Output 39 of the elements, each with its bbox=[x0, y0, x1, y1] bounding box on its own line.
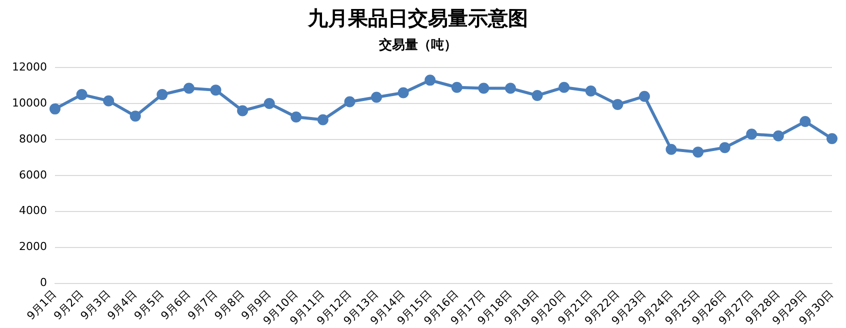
point bbox=[398, 87, 409, 98]
point bbox=[264, 98, 275, 110]
point bbox=[451, 82, 462, 93]
point bbox=[237, 105, 248, 116]
point bbox=[478, 82, 490, 94]
point bbox=[344, 96, 356, 108]
y-tick-label: 6000 bbox=[18, 168, 47, 182]
y-tick-label: 8000 bbox=[18, 132, 47, 146]
point bbox=[290, 112, 302, 123]
point bbox=[772, 130, 784, 142]
point bbox=[504, 82, 516, 94]
point bbox=[371, 92, 382, 103]
point bbox=[130, 110, 141, 122]
y-tick-label: 4000 bbox=[18, 204, 47, 218]
point bbox=[49, 103, 60, 114]
point bbox=[638, 90, 650, 102]
point bbox=[558, 82, 570, 93]
point bbox=[692, 146, 704, 158]
point bbox=[585, 85, 596, 96]
y-tick-label: 12000 bbox=[12, 60, 47, 74]
chart-title: 九月果品日交易量示意图 bbox=[307, 6, 528, 30]
y-tick-label: 0 bbox=[40, 276, 47, 290]
point bbox=[826, 133, 838, 144]
point bbox=[210, 84, 222, 96]
point bbox=[76, 89, 88, 100]
point bbox=[317, 114, 328, 126]
point bbox=[424, 74, 436, 86]
point bbox=[666, 144, 677, 155]
point bbox=[746, 128, 758, 140]
point bbox=[156, 89, 168, 100]
point bbox=[103, 95, 114, 106]
point bbox=[612, 98, 624, 110]
y-tick-label: 2000 bbox=[18, 240, 47, 254]
y-tick-label: 10000 bbox=[12, 96, 47, 110]
chart-subtitle: 交易量（吨） bbox=[378, 37, 457, 54]
point bbox=[800, 116, 811, 128]
point bbox=[719, 142, 730, 154]
point bbox=[532, 90, 543, 101]
point bbox=[183, 82, 194, 94]
